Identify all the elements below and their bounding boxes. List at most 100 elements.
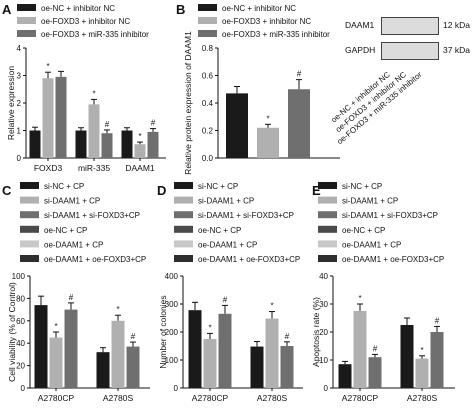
bar [64,309,78,388]
blot-band-gapdh [381,42,439,60]
y-tick-label: 10 [319,356,328,365]
legend-label: si-NC + CP [44,182,84,191]
y-tick-label: 100 [12,272,26,281]
y-tick-label: 20 [16,362,25,371]
y-axis-label: Relative protein expression of DAAM1 [183,31,193,175]
y-tick-label: 40 [16,339,25,348]
y-tick-label: 100 [165,356,179,365]
significance-mark: # [131,332,136,341]
significance-mark: * [270,302,273,311]
blot-protein-gapdh: GAPDH [345,45,376,55]
legend-swatch [198,30,217,37]
y-tick-label: 0 [17,154,22,163]
bar [147,131,159,158]
legend-swatch [20,211,39,219]
x-tick-label: A2780S [257,393,288,403]
legend-swatch [318,255,337,262]
legend-label: oe-NC + CP [44,226,87,235]
bar [353,311,367,388]
panel-letter-e: E [312,183,321,198]
significance-mark: # [223,295,228,304]
panel-letter-a: A [2,2,12,17]
bar [111,320,125,388]
significance-mark: * [46,62,49,71]
bar [88,104,100,158]
y-tick-label: 3 [17,72,22,81]
bar [288,89,310,158]
y-axis-label: Apoptosis rate (%) [311,297,321,367]
significance-mark: * [92,89,95,98]
bar [257,127,279,158]
y-tick-label: 0 [324,384,329,393]
bar [415,358,429,388]
x-tick-label: miR-335 [78,163,110,173]
y-tick-label: 200 [165,328,179,337]
x-tick-label: A2780CP [342,393,379,403]
bar [126,346,140,388]
y-tick-label: 4 [17,44,22,53]
bar [55,76,67,158]
legend-label: oe-NC + CP [342,226,385,235]
y-tick-label: 1 [17,127,22,136]
bar [29,130,41,158]
blot-protein-daam1: DAAM1 [345,20,375,30]
bar [338,364,352,388]
legend-swatch [318,196,337,204]
legend-label: oe-NC + CP [198,226,241,235]
y-tick-label: 40 [319,272,328,281]
legend-label: si-DAAM1 + si-FOXD3+CP [198,211,294,220]
legend-swatch [174,211,193,219]
significance-mark: # [373,344,378,353]
significance-mark: * [266,114,269,123]
bar [49,337,63,388]
bar [121,130,133,158]
legend-label: oe-NC + inhibitor NC [41,4,115,13]
legend-label: si-DAAM1 + CP [198,197,254,206]
legend-label: oe-FOXD3 + inhibitor NC [222,17,311,26]
y-axis-label: Cell viability (% of Control) [7,282,17,382]
legend-swatch [20,225,39,233]
bar [42,78,54,158]
legend-label: si-DAAM1 + CP [44,197,100,206]
y-axis-label: Number of colonies [158,295,168,368]
legend-label: si-NC + CP [342,182,382,191]
bar [226,93,248,158]
significance-mark: # [435,316,440,325]
x-tick-label: A2780S [407,393,438,403]
significance-mark: * [358,294,361,303]
legend-label: oe-DAAM1 + oe-FOXD3+CP [342,255,444,264]
legend-swatch [318,211,337,219]
significance-mark: * [208,323,211,332]
bar [34,305,48,388]
legend-label: oe-DAAM1 + oe-FOXD3+CP [198,255,300,264]
bar [250,346,264,388]
legend-swatch [17,30,36,37]
significance-mark: * [138,132,141,141]
legend-swatch [318,240,337,248]
bar [188,310,202,388]
bar [134,144,146,158]
legend-label: oe-DAAM1 + CP [342,240,401,249]
panel-letter-b: B [176,2,185,17]
bar [280,346,294,388]
bar [368,357,382,388]
legend-swatch [17,17,36,24]
bar [430,332,444,388]
y-axis-label: Relative expression [6,66,16,140]
y-tick-label: 0 [174,384,179,393]
y-tick-label: 0.4 [202,99,214,108]
legend-label: si-DAAM1 + si-FOXD3+CP [342,211,438,220]
y-tick-label: 0.6 [202,72,214,81]
significance-mark: * [420,346,423,355]
bar [265,318,279,388]
x-tick-label: DAAM1 [125,163,155,173]
significance-mark: # [297,70,302,79]
bar [400,325,414,388]
significance-mark: * [116,305,119,314]
legend-label: oe-FOXD3 + inhibitor NC [41,17,130,26]
